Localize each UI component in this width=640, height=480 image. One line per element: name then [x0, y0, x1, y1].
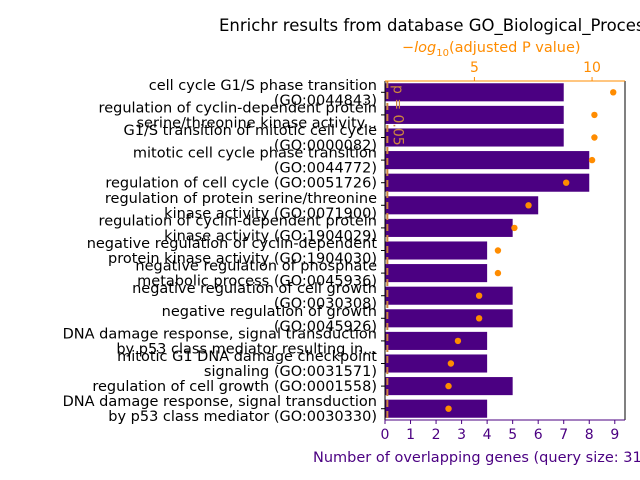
- bottom-tick-label-4: 4: [483, 427, 492, 443]
- point-1: [610, 89, 617, 96]
- point-2: [591, 111, 598, 119]
- point-5: [562, 179, 570, 186]
- y-tick-label-5: regulation of cell cycle (GO:0051726): [105, 176, 377, 192]
- bottom-tick-label-5: 5: [508, 427, 517, 443]
- point-3: [591, 134, 598, 141]
- point-8: [494, 247, 502, 254]
- y-tick-label-14: regulation of cell growth (GO:0001558): [92, 379, 377, 395]
- bottom-tick-label-0: 0: [381, 427, 390, 443]
- bar-4: [385, 151, 590, 170]
- point-10: [475, 292, 483, 299]
- bar-10: [385, 286, 513, 305]
- bottom-tick-label-6: 6: [534, 427, 543, 443]
- bar-5: [385, 173, 590, 192]
- bottom-tick-label-3: 3: [457, 427, 466, 443]
- top-tick-label-5: 5: [470, 60, 479, 76]
- point-14: [445, 382, 452, 390]
- bottom-tick-label-7: 7: [559, 427, 568, 443]
- y-tick-label-11: negative regulation of growth (GO:0045926…: [162, 304, 377, 335]
- top-axis-label: −log10(adjusted P value): [402, 40, 581, 59]
- y-tick-label-6: regulation of protein serine/threonine ki…: [105, 191, 377, 222]
- bar-15: [385, 399, 488, 418]
- y-tick-label-10: negative regulation of cell growth (GO:00…: [132, 281, 377, 312]
- y-tick-label-1: cell cycle G1/S phase transition (GO:0044…: [149, 78, 377, 109]
- y-tick-label-7: regulation of cyclin-dependent protein ki…: [99, 213, 377, 244]
- bar-8: [385, 241, 488, 260]
- y-tick-label-2: regulation of cyclin-dependent protein se…: [99, 100, 377, 131]
- bottom-tick-label-2: 2: [432, 427, 441, 443]
- point-11: [475, 315, 483, 322]
- bar-7: [385, 218, 513, 237]
- point-7: [511, 224, 518, 232]
- y-tick-label-8: negative regulation of cyclin-dependent p…: [87, 236, 378, 267]
- bar-9: [385, 264, 488, 283]
- y-tick-label-3: G1/S transition of mitotic cell cycle (GO…: [124, 123, 378, 154]
- y-tick-label-13: mitotic G1 DNA damage checkpoint signalin…: [117, 349, 377, 380]
- bar-13: [385, 354, 488, 373]
- y-tick-label-4: mitotic cell cycle phase transition (GO:0…: [133, 146, 377, 177]
- bottom-tick-label-8: 8: [585, 427, 594, 443]
- y-tick-label-15: DNA damage response, signal transduction…: [63, 394, 377, 425]
- point-9: [494, 269, 502, 277]
- point-13: [447, 360, 455, 367]
- point-6: [525, 202, 532, 209]
- chart-title: Enrichr results from database GO_Biologi…: [219, 16, 640, 36]
- bar-12: [385, 331, 488, 350]
- bottom-axis-label: Number of overlapping genes (query size:…: [313, 450, 640, 466]
- bar-1: [385, 83, 564, 102]
- bottom-tick-label-9: 9: [610, 427, 619, 443]
- bar-6: [385, 196, 539, 215]
- threshold-label: p = 0.05: [389, 85, 405, 146]
- point-12: [454, 337, 462, 345]
- point-15: [445, 405, 452, 412]
- bottom-tick-label-1: 1: [406, 427, 415, 443]
- y-tick-label-12: DNA damage response, signal transduction…: [63, 326, 377, 357]
- top-tick-label-10: 10: [583, 60, 601, 76]
- bar-3: [385, 128, 564, 147]
- bar-2: [385, 105, 564, 124]
- point-4: [588, 156, 596, 164]
- y-tick-label-9: negative regulation of phosphate metaboli…: [135, 259, 377, 290]
- bar-11: [385, 309, 513, 328]
